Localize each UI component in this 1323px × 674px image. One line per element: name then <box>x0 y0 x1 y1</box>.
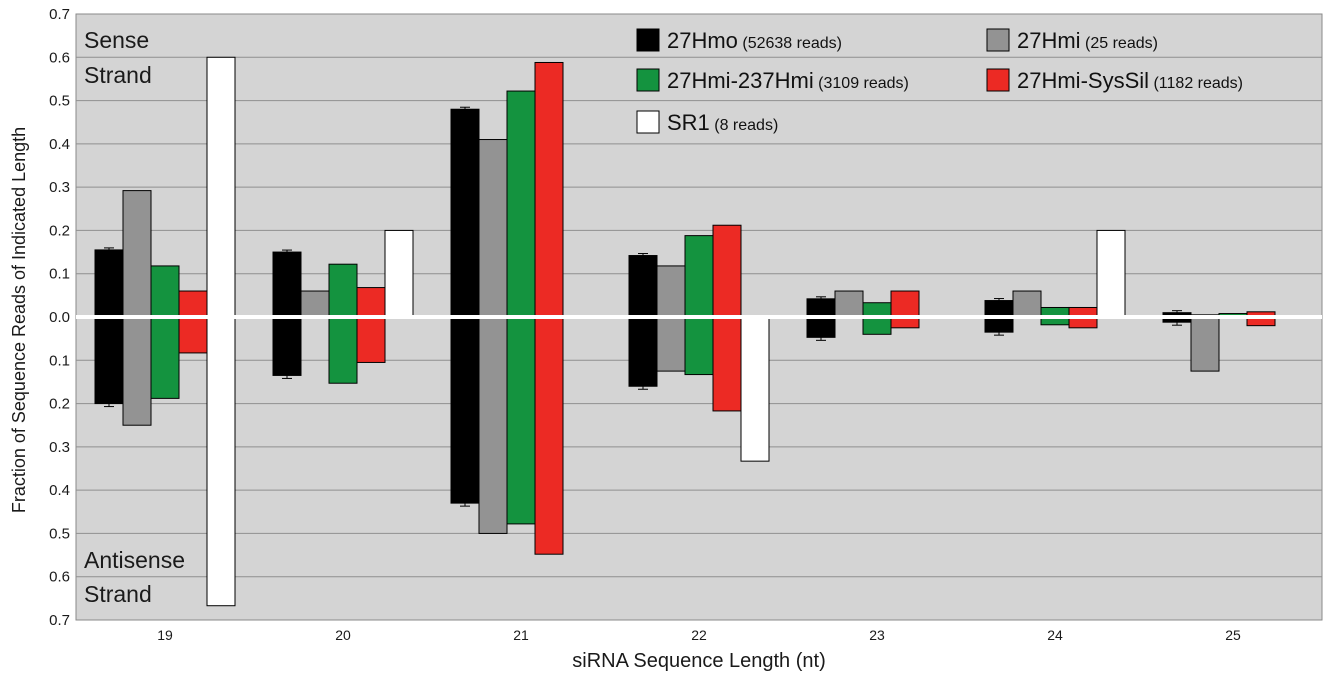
bar-antisense <box>712 316 742 412</box>
legend-swatch <box>636 68 660 92</box>
y-tick-label: 0.3 <box>49 179 70 196</box>
x-tick-label: 19 <box>157 627 173 643</box>
bar-antisense <box>94 316 124 405</box>
legend-swatch <box>636 28 660 52</box>
bar-sense <box>450 108 480 318</box>
x-tick-label: 23 <box>869 627 885 643</box>
bar-antisense <box>206 316 236 607</box>
y-tick-label: 0.5 <box>49 525 70 542</box>
antisense-strand-label-line2: Strand <box>84 581 152 607</box>
legend-entry: 27Hmo (52638 reads) <box>667 28 842 53</box>
legend-entry: SR1 (8 reads) <box>667 110 778 135</box>
bar-antisense <box>178 316 208 354</box>
x-tick-label: 20 <box>335 627 351 643</box>
legend-swatch <box>986 28 1010 52</box>
bar-sense <box>328 263 358 318</box>
bar-antisense <box>122 316 152 426</box>
bar-sense <box>534 61 564 318</box>
bar-antisense <box>272 316 302 376</box>
bar-antisense <box>984 316 1014 333</box>
y-tick-label: 0.0 <box>49 309 70 326</box>
bar-sense <box>206 56 236 318</box>
y-tick-label: 0.2 <box>49 222 70 239</box>
bar-sense <box>356 287 386 318</box>
x-tick-labels: 19 20 21 22 23 24 25 <box>157 627 1241 643</box>
y-tick-label: 0.4 <box>49 136 70 153</box>
y-tick-label: 0.6 <box>49 49 70 66</box>
bar-antisense <box>806 316 836 338</box>
legend-entry: 27Hmi (25 reads) <box>1017 28 1158 53</box>
bar-sense <box>478 139 508 318</box>
x-tick-label: 22 <box>691 627 707 643</box>
bar-sense <box>984 300 1014 318</box>
bar-antisense <box>740 316 770 462</box>
x-tick-label: 25 <box>1225 627 1241 643</box>
bar-antisense <box>478 316 508 534</box>
y-tick-label: 0.1 <box>49 352 70 369</box>
bar-antisense <box>656 316 686 372</box>
bar-sense <box>178 290 208 318</box>
bar-antisense <box>450 316 480 504</box>
bar-antisense <box>1190 316 1220 372</box>
y-tick-label: 0.2 <box>49 396 70 413</box>
y-tick-label: 0.1 <box>49 266 70 283</box>
legend: 27Hmo (52638 reads) 27Hmi (25 reads) 27Hmi… <box>636 28 1243 135</box>
bar-sense <box>384 229 414 318</box>
bar-sense <box>806 298 836 318</box>
x-tick-label: 24 <box>1047 627 1063 643</box>
x-axis-title: siRNA Sequence Length (nt) <box>572 650 826 672</box>
y-tick-label: 0.7 <box>49 6 70 23</box>
y-tick-label: 0.5 <box>49 93 70 110</box>
bar-sense <box>300 290 330 318</box>
bar-sense <box>122 190 152 318</box>
legend-entry: 27Hmi-237Hmi (3109 reads) <box>667 68 909 93</box>
x-tick-label: 21 <box>513 627 529 643</box>
bar-sense <box>628 255 658 318</box>
bar-sense <box>890 290 920 318</box>
bar-sense <box>712 224 742 318</box>
bar-antisense <box>328 316 358 384</box>
antisense-strand-label-line1: Antisense <box>84 547 185 573</box>
bar-antisense <box>534 316 564 555</box>
y-tick-label: 0.4 <box>49 482 70 499</box>
bar-antisense <box>150 316 180 399</box>
bar-sense <box>1012 290 1042 318</box>
bar-antisense <box>684 316 714 376</box>
sense-strand-label-line1: Sense <box>84 27 149 53</box>
bar-sense <box>506 90 536 318</box>
bar-sense <box>862 302 892 318</box>
bar-sense <box>94 249 124 318</box>
y-tick-labels: 0.7 0.6 0.5 0.4 0.3 0.2 0.1 0.0 0.1 0.2 0.3 0.4 0.5 0… <box>49 6 70 629</box>
y-axis-title: Fraction of Sequence Reads of Indicated … <box>9 127 29 513</box>
y-tick-label: 0.3 <box>49 439 70 456</box>
bar-sense <box>272 251 302 318</box>
sense-strand-label-line2: Strand <box>84 62 152 88</box>
bar-antisense <box>862 316 892 335</box>
y-tick-label: 0.7 <box>49 612 70 629</box>
legend-swatch <box>986 68 1010 92</box>
bar-sense <box>656 265 686 318</box>
bar-sense <box>150 265 180 318</box>
bar-sense <box>684 235 714 318</box>
bar-antisense <box>506 316 536 525</box>
legend-entry: 27Hmi-SysSil (1182 reads) <box>1017 68 1243 93</box>
bar-antisense <box>628 316 658 387</box>
bar-antisense <box>356 316 386 363</box>
bars <box>76 56 1322 607</box>
y-tick-label: 0.6 <box>49 569 70 586</box>
legend-swatch <box>636 110 660 134</box>
bar-sense <box>1096 229 1126 318</box>
bar-sense <box>834 290 864 318</box>
